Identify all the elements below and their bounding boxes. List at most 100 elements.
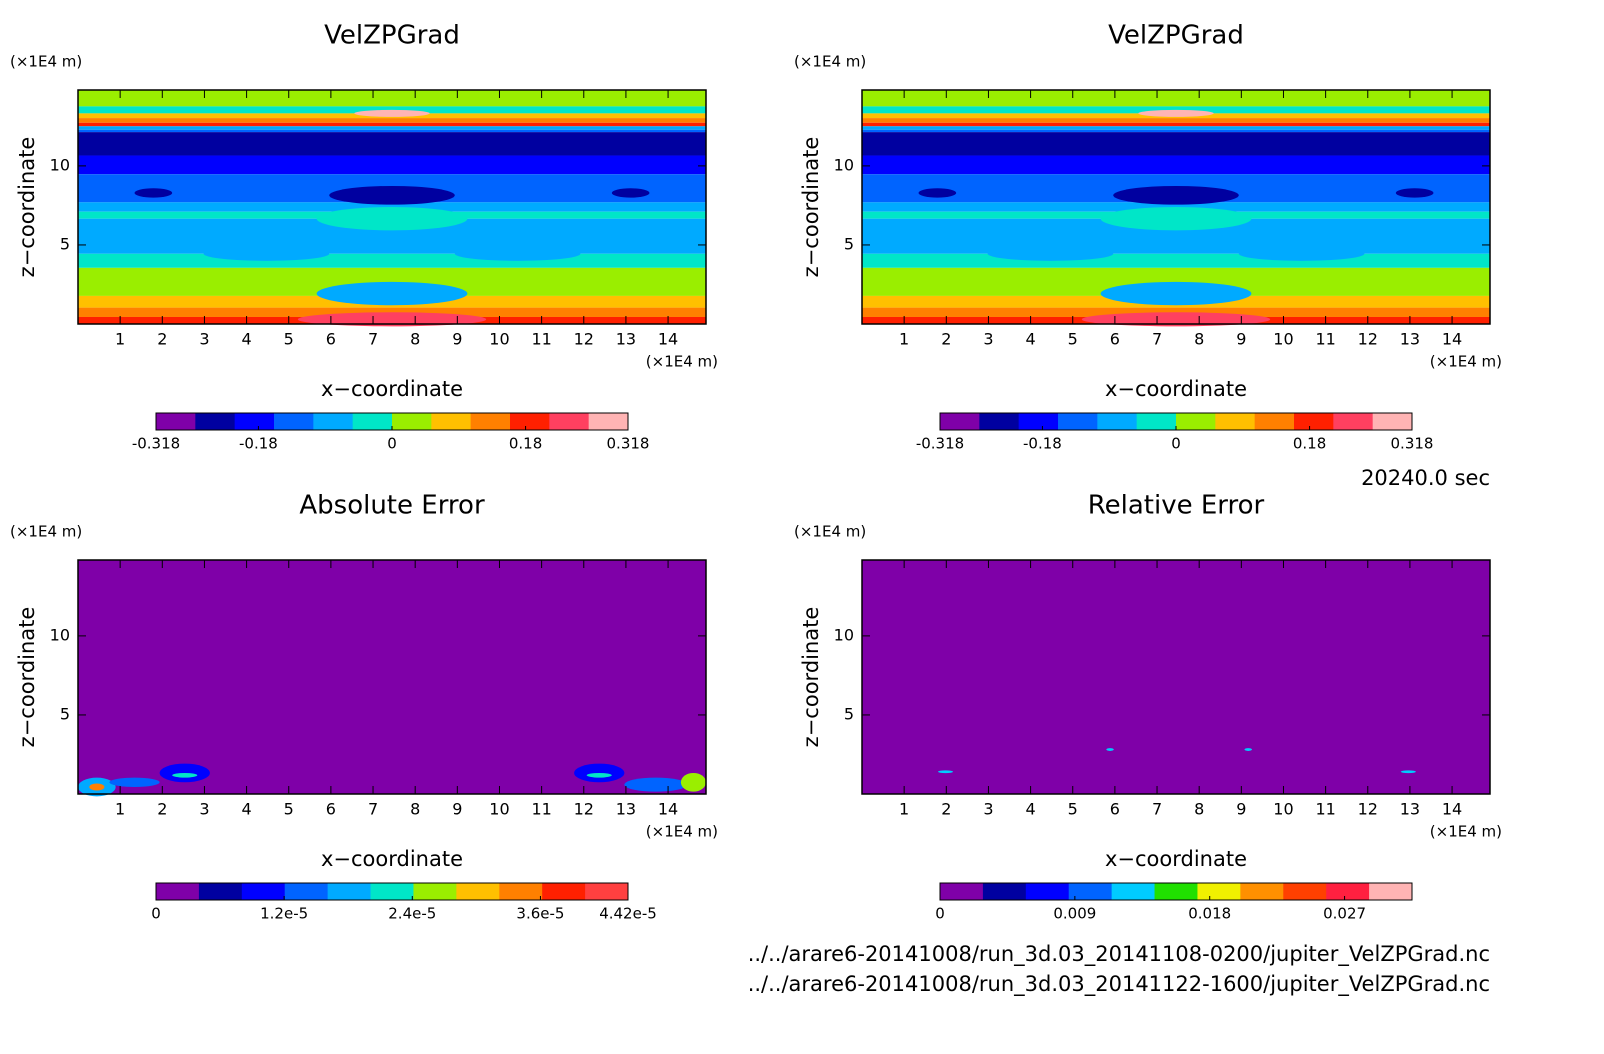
contour-fill — [78, 560, 706, 794]
contour-fill — [172, 772, 198, 778]
colorbar-tick-label: 1.2e-5 — [260, 905, 308, 923]
contour-fill — [1244, 748, 1252, 751]
x-tick-label: 11 — [1315, 800, 1335, 819]
colorbar-segment — [1154, 883, 1198, 900]
contour-fill — [862, 106, 1490, 114]
x-tick-label: 7 — [1152, 330, 1162, 349]
y-unit: (×1E4 m) — [794, 523, 866, 541]
colorbar-tick-label: 0.18 — [1293, 435, 1326, 453]
x-tick-label: 2 — [157, 330, 167, 349]
x-unit: (×1E4 m) — [1430, 823, 1502, 841]
colorbar-tick-label: 0 — [387, 435, 397, 453]
x-axis-label: x−coordinate — [1105, 847, 1247, 871]
colorbar-segment — [370, 883, 414, 900]
contour-fill — [297, 312, 487, 327]
contour-fill — [1106, 748, 1114, 751]
x-tick-label: 12 — [574, 330, 594, 349]
colorbar-segment — [1176, 413, 1216, 430]
contour-fill — [862, 118, 1490, 123]
contour-fill — [937, 770, 954, 774]
x-axis-label: x−coordinate — [1105, 377, 1247, 401]
x-unit: (×1E4 m) — [1430, 353, 1502, 371]
colorbar-tick-label: 3.6e-5 — [516, 905, 564, 923]
panel: Absolute Error(×1E4 m)1 2 3 4 5 6 7 8 9 10 11 12 13 1… — [10, 491, 718, 923]
colorbar-segment — [1097, 413, 1138, 430]
colorbar-segment — [1197, 883, 1241, 900]
colorbar-segment — [510, 413, 550, 430]
x-tick-label: 3 — [983, 800, 993, 819]
contour-fill — [862, 126, 1490, 130]
y-axis-label: z−coordinate — [799, 607, 823, 748]
colorbar-segment — [1058, 413, 1098, 430]
colorbar-tick-label: 0 — [935, 905, 945, 923]
contour-fill — [78, 106, 706, 114]
x-tick-label: 6 — [1110, 330, 1120, 349]
colorbar-tick-label: 0.318 — [1391, 435, 1434, 453]
colorbar-tick-label: 0.018 — [1188, 905, 1231, 923]
colorbar-segment — [413, 883, 457, 900]
colorbar-tick-label: -0.318 — [916, 435, 964, 453]
y-unit: (×1E4 m) — [10, 53, 82, 71]
contour-fill — [862, 122, 1490, 127]
x-tick-label: 2 — [941, 800, 951, 819]
colorbar-segment — [1068, 883, 1113, 900]
colorbar-segment — [431, 413, 472, 430]
x-tick-label: 9 — [1236, 330, 1246, 349]
y-tick-label: 5 — [60, 234, 70, 253]
colorbar-tick-label: -0.18 — [239, 435, 278, 453]
colorbar-segment — [499, 883, 543, 900]
contour-fill — [987, 246, 1114, 261]
colorbar-segment — [284, 883, 329, 900]
colorbar-segment — [1215, 413, 1256, 430]
x-tick-label: 13 — [1400, 800, 1420, 819]
colorbar-segment — [313, 413, 354, 430]
x-tick-label: 5 — [1068, 330, 1078, 349]
x-tick-label: 3 — [199, 800, 209, 819]
x-tick-label: 4 — [241, 330, 251, 349]
panel: VelZPGrad(×1E4 m)1 2 3 4 5 6 7 8 9 10 11 12 13 14510(… — [794, 21, 1502, 453]
x-tick-label: 6 — [326, 800, 336, 819]
x-tick-label: 8 — [1194, 800, 1204, 819]
contour-fill — [78, 122, 706, 127]
contour-fill — [624, 777, 688, 792]
x-tick-label: 10 — [489, 330, 509, 349]
colorbar-segment — [588, 413, 629, 430]
x-tick-label: 1 — [115, 330, 125, 349]
x-tick-label: 10 — [489, 800, 509, 819]
x-tick-label: 4 — [241, 800, 251, 819]
contour-fill — [1100, 281, 1252, 306]
contour-fill — [574, 763, 625, 783]
x-tick-label: 7 — [1152, 800, 1162, 819]
x-tick-label: 2 — [941, 330, 951, 349]
x-tick-label: 5 — [1068, 800, 1078, 819]
colorbar-frame — [155, 882, 629, 901]
contour-fill — [316, 281, 468, 306]
y-tick-label: 5 — [60, 704, 70, 723]
x-tick-label: 3 — [199, 330, 209, 349]
contour-fill — [862, 307, 1490, 317]
colorbar-segment — [195, 413, 236, 430]
x-tick-label: 5 — [284, 330, 294, 349]
colorbar-segment — [1240, 883, 1284, 900]
contour-fill — [109, 777, 160, 787]
y-tick-label: 10 — [50, 155, 70, 174]
colorbar-segment — [156, 883, 200, 900]
chart-title: VelZPGrad — [1108, 21, 1244, 51]
x-tick-label: 14 — [658, 800, 678, 819]
x-tick-label: 11 — [531, 330, 551, 349]
x-tick-label: 8 — [1194, 330, 1204, 349]
colorbar-frame — [939, 882, 1413, 901]
y-unit: (×1E4 m) — [10, 523, 82, 541]
x-tick-label: 14 — [1442, 330, 1462, 349]
x-tick-label: 6 — [326, 330, 336, 349]
colorbar-segment — [156, 413, 196, 430]
x-tick-label: 4 — [1025, 800, 1035, 819]
colorbar-tick-label: 2.4e-5 — [388, 905, 436, 923]
x-unit: (×1E4 m) — [646, 353, 718, 371]
colorbar-segment — [1025, 883, 1070, 900]
file-path: ../../arare6-20141008/run_3d.03_20141108… — [748, 942, 1490, 967]
contour-fill — [203, 246, 330, 261]
colorbar-tick-label: 4.42e-5 — [599, 905, 657, 923]
colorbar-tick-label: 0.009 — [1053, 905, 1096, 923]
x-tick-label: 1 — [115, 800, 125, 819]
